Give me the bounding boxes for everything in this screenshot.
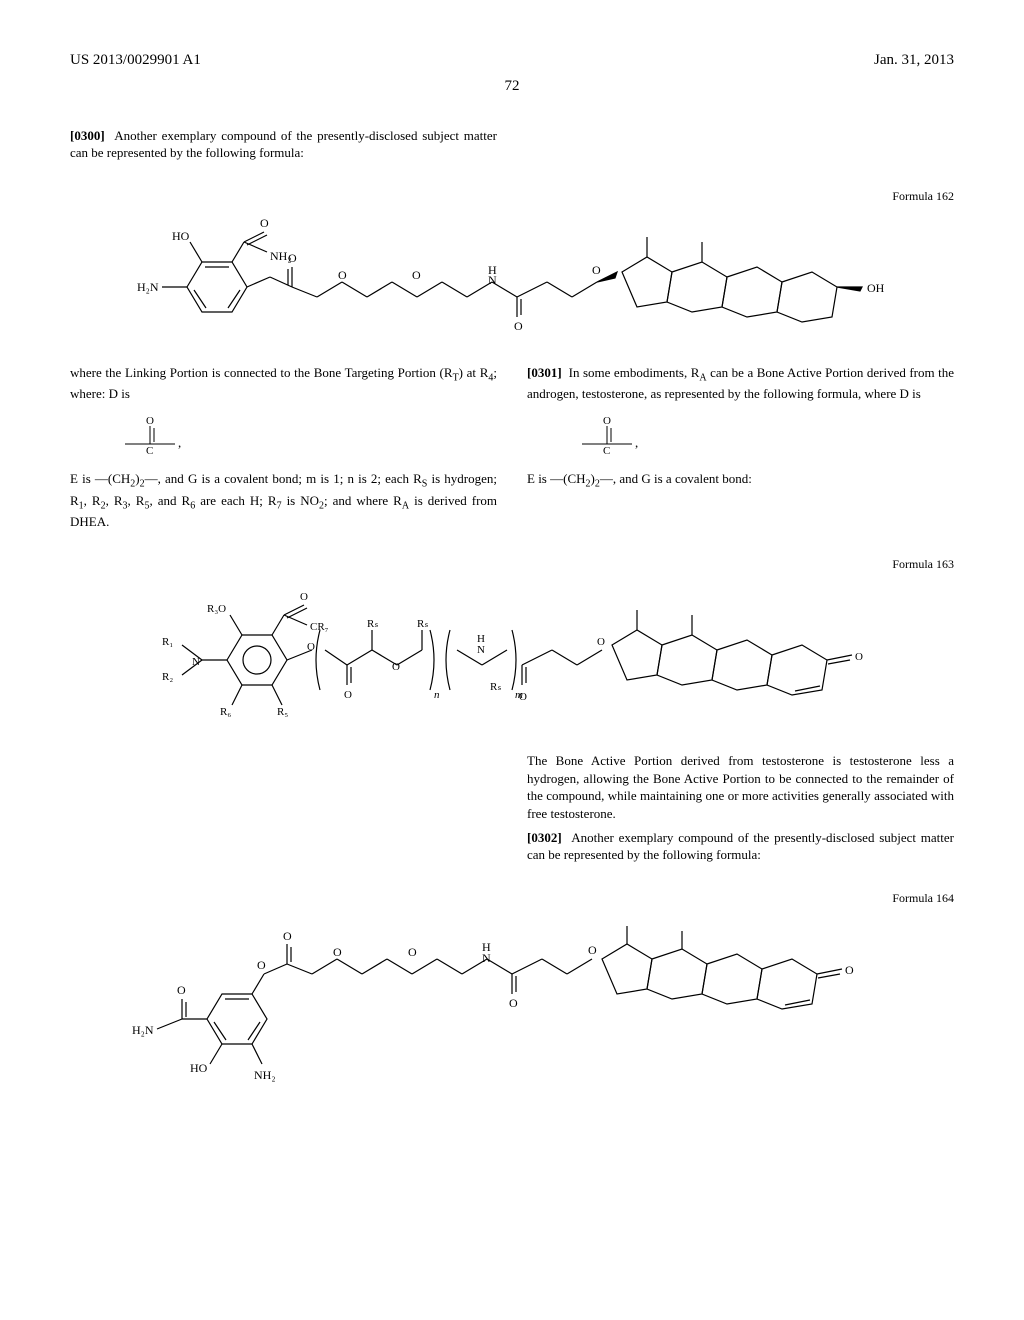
svg-text:R₆: R₆ — [220, 706, 231, 718]
svg-text:Rₛ: Rₛ — [490, 681, 501, 693]
para-0302-num: [0302] — [527, 830, 562, 845]
linking-portion-text: where the Linking Portion is connected t… — [70, 364, 497, 403]
para-0300: [0300] Another exemplary compound of the… — [70, 127, 497, 162]
svg-text:N: N — [477, 644, 485, 656]
para-0302-text: Another exemplary compound of the presen… — [527, 830, 954, 863]
svg-text:N: N — [192, 656, 200, 668]
svg-text:CR₇: CR₇ — [310, 621, 329, 633]
svg-text:O: O — [344, 689, 352, 701]
e-clause-right: E is —(CH2)2—, and G is a covalent bond: — [527, 470, 954, 491]
page-number: 72 — [70, 76, 954, 96]
svg-text:,: , — [635, 435, 638, 450]
svg-text:R₅: R₅ — [277, 706, 288, 718]
svg-text:O: O — [592, 263, 601, 277]
svg-text:N: N — [488, 273, 497, 287]
formula-163-structure: R₁ R₂ N R₃O O CR₇ R₆ R₅ O O Rₛ O Rₛ n H … — [92, 580, 932, 740]
svg-text:O: O — [177, 983, 186, 997]
svg-text:O: O — [338, 268, 347, 282]
svg-text:O: O — [855, 651, 863, 663]
svg-text:C: C — [146, 445, 153, 456]
para-0300-text: Another exemplary compound of the presen… — [70, 128, 497, 161]
formula-162-label: Formula 162 — [70, 188, 954, 204]
para-0300-num: [0300] — [70, 128, 105, 143]
svg-text:O: O — [412, 268, 421, 282]
svg-text:NH₂: NH₂ — [254, 1068, 276, 1082]
svg-text:O: O — [300, 591, 308, 603]
svg-text:O: O — [283, 929, 292, 943]
svg-text:Rₛ: Rₛ — [417, 618, 428, 630]
after-163-text: The Bone Active Portion derived from tes… — [527, 752, 954, 822]
svg-text:HO: HO — [172, 229, 190, 243]
svg-text:O: O — [597, 636, 605, 648]
svg-text:R₃O: R₃O — [207, 603, 226, 615]
svg-text:O: O — [333, 945, 342, 959]
formula-164-structure: O H₂N HO NH₂ O O O O H N O O O — [92, 914, 932, 1104]
svg-text:O: O — [392, 661, 400, 673]
e-clause-left: E is —(CH2)2—, and G is a covalent bond;… — [70, 470, 497, 530]
formula-162-structure: H₂N HO O NH₂ O O O H N O O OH — [92, 212, 932, 352]
svg-text:H₂N: H₂N — [137, 280, 159, 294]
svg-text:O: O — [408, 945, 417, 959]
para-0301-num: [0301] — [527, 365, 562, 380]
svg-text:O: O — [603, 416, 611, 427]
svg-text:O: O — [514, 319, 523, 333]
svg-text:R₁: R₁ — [162, 636, 173, 648]
para-0302: [0302] Another exemplary compound of the… — [527, 829, 954, 864]
d-fragment-left: O C , — [110, 416, 497, 456]
pub-date: Jan. 31, 2013 — [874, 50, 954, 70]
svg-text:O: O — [509, 996, 518, 1010]
svg-text:R₂: R₂ — [162, 671, 173, 683]
svg-text:H₂N: H₂N — [132, 1023, 154, 1037]
svg-text:n: n — [434, 689, 440, 701]
formula-164-label: Formula 164 — [70, 890, 954, 906]
para-0301: [0301] In some embodiments, RA can be a … — [527, 364, 954, 403]
svg-text:O: O — [146, 416, 154, 427]
svg-text:O: O — [588, 943, 597, 957]
formula-163-label: Formula 163 — [70, 556, 954, 572]
svg-text:O: O — [257, 958, 266, 972]
svg-text:Rₛ: Rₛ — [367, 618, 378, 630]
svg-text:O: O — [307, 641, 315, 653]
pub-number: US 2013/0029901 A1 — [70, 50, 201, 70]
svg-text:N: N — [482, 951, 491, 965]
svg-text:C: C — [603, 445, 610, 456]
svg-text:OH: OH — [867, 281, 885, 295]
svg-text:O: O — [260, 216, 269, 230]
svg-text:O: O — [288, 251, 297, 265]
svg-text:HO: HO — [190, 1061, 208, 1075]
svg-text:,: , — [178, 435, 181, 450]
d-fragment-right: O C , — [567, 416, 954, 456]
svg-text:O: O — [845, 963, 854, 977]
svg-text:O: O — [519, 691, 527, 703]
